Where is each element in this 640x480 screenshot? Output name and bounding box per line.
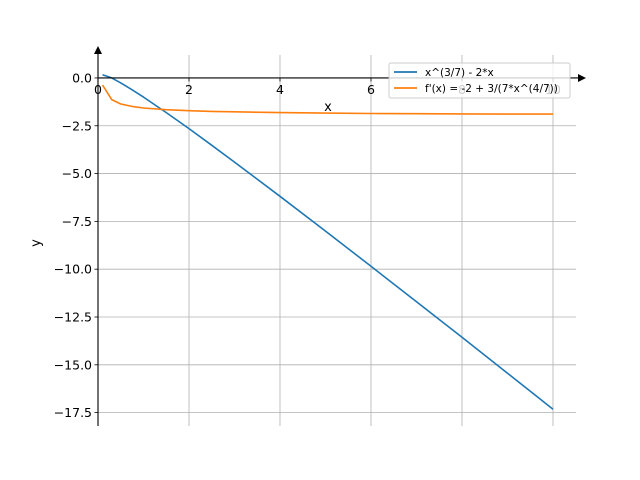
y-axis-label: y [29,239,44,247]
legend: x^(3/7) - 2*x f'(x) = -2 + 3/(7*x^(4/7)) [388,62,571,99]
x-axis-arrow-icon [578,73,586,82]
x-tick-label-1: 2 [185,82,193,97]
series-line-2 [101,84,553,115]
y-tick-label-6: −15.0 [54,357,92,372]
series-layer [101,73,554,410]
x-tick-label-2: 4 [276,82,284,97]
series-line-1 [102,73,554,410]
legend-box [388,62,571,99]
x-tick-label-3: 6 [367,82,375,97]
y-tick-label-4: −10.0 [54,262,92,277]
legend-label-series-1: x^(3/7) - 2*x [425,67,494,79]
y-axis-arrow-icon [94,46,102,54]
y-tick-label-1: −2.5 [62,118,92,133]
y-tick-label-7: −17.5 [54,405,92,420]
legend-label-series-2: f'(x) = -2 + 3/(7*x^(4/7)) [425,83,558,95]
y-tick-label-5: −12.5 [54,309,92,324]
grid-lines [98,55,576,426]
y-tick-label-3: −7.5 [62,214,92,229]
y-tick-label-0: 0.0 [72,70,92,85]
axes [94,46,586,426]
tick-labels: 02468100.0−2.5−5.0−7.5−10.0−12.5−15.0−17… [54,70,561,420]
y-tick-label-2: −5.0 [62,166,92,181]
x-tick-label-0: 0 [94,82,102,97]
x-axis-label: x [324,100,332,115]
